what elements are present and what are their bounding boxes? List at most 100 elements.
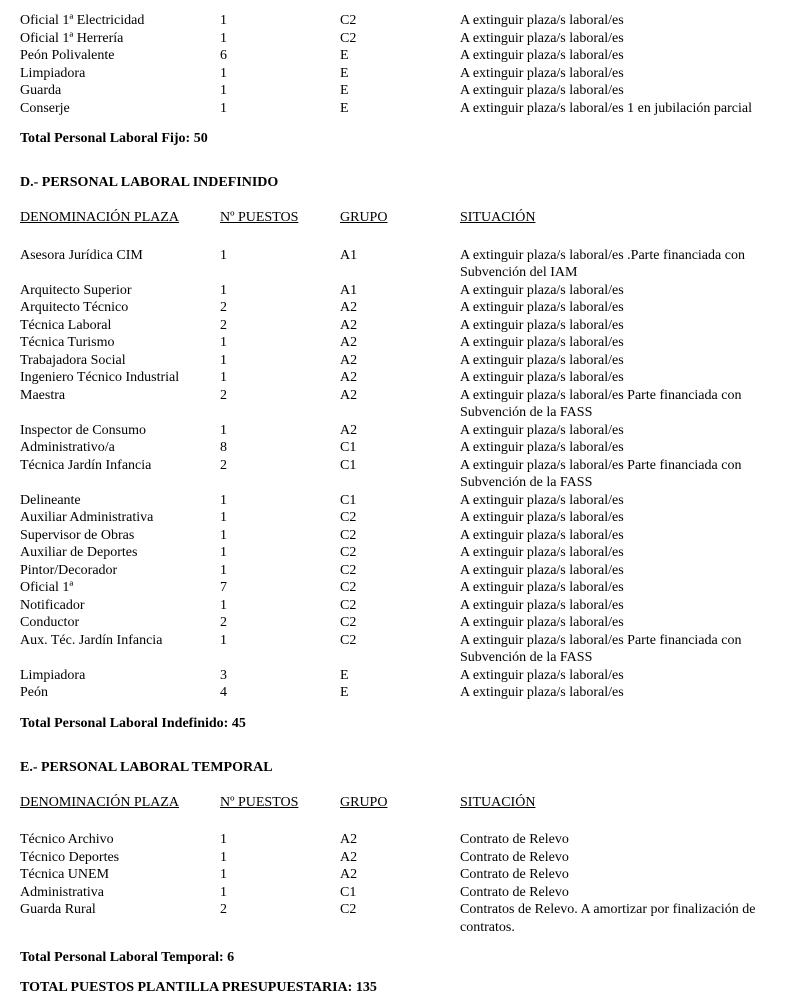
cell-denom: Ingeniero Técnico Industrial [20,369,220,387]
cell-grupo: C2 [340,579,460,597]
cell-grupo: E [340,47,460,65]
table-row: Técnico Deportes1A2Contrato de Relevo [20,849,779,867]
cell-num: 2 [220,299,340,317]
cell-grupo: C2 [340,12,460,30]
cell-denom: Guarda Rural [20,901,220,936]
cell-denom: Técnico Deportes [20,849,220,867]
cell-num: 1 [220,82,340,100]
cell-num: 4 [220,684,340,702]
cell-grupo: E [340,82,460,100]
cell-num: 1 [220,831,340,849]
cell-sit: A extinguir plaza/s laboral/es [460,614,779,632]
table-row: Notificador1C2A extinguir plaza/s labora… [20,597,779,615]
cell-grupo: C2 [340,509,460,527]
cell-denom: Oficial 1ª Electricidad [20,12,220,30]
table-row: Administrativo/a8C1A extinguir plaza/s l… [20,439,779,457]
header-denom: DENOMINACIÓN PLAZA [20,794,220,818]
cell-sit: Contratos de Relevo. A amortizar por fin… [460,901,779,936]
cell-grupo: A2 [340,317,460,335]
cell-sit: A extinguir plaza/s laboral/es Parte fin… [460,387,779,422]
header-grupo: GRUPO [340,209,460,233]
cell-sit: A extinguir plaza/s laboral/es [460,439,779,457]
cell-denom: Asesora Jurídica CIM [20,247,220,282]
cell-sit: A extinguir plaza/s laboral/es [460,12,779,30]
cell-grupo: A1 [340,282,460,300]
cell-grupo: E [340,667,460,685]
cell-sit: Contrato de Relevo [460,831,779,849]
cell-grupo: C1 [340,884,460,902]
cell-sit: A extinguir plaza/s laboral/es Parte fin… [460,457,779,492]
cell-num: 1 [220,597,340,615]
cell-denom: Maestra [20,387,220,422]
cell-grupo: C2 [340,901,460,936]
table-row: Asesora Jurídica CIM1A1A extinguir plaza… [20,247,779,282]
cell-denom: Aux. Téc. Jardín Infancia [20,632,220,667]
table-row: Aux. Téc. Jardín Infancia1C2A extinguir … [20,632,779,667]
cell-sit: A extinguir plaza/s laboral/es [460,597,779,615]
cell-grupo: C2 [340,527,460,545]
cell-num: 1 [220,352,340,370]
cell-denom: Supervisor de Obras [20,527,220,545]
cell-num: 1 [220,247,340,282]
cell-denom: Oficial 1ª [20,579,220,597]
table-row: Limpiadora1EA extinguir plaza/s laboral/… [20,65,779,83]
cell-denom: Delineante [20,492,220,510]
cell-denom: Pintor/Decorador [20,562,220,580]
table-row: Técnica Laboral2A2A extinguir plaza/s la… [20,317,779,335]
cell-grupo: C1 [340,457,460,492]
cell-denom: Limpiadora [20,667,220,685]
cell-denom: Técnica UNEM [20,866,220,884]
cell-num: 1 [220,282,340,300]
cell-num: 1 [220,632,340,667]
cell-num: 6 [220,47,340,65]
cell-num: 2 [220,457,340,492]
cell-num: 1 [220,12,340,30]
cell-grupo: A2 [340,299,460,317]
cell-sit: A extinguir plaza/s laboral/es [460,684,779,702]
cell-num: 1 [220,100,340,118]
header-sit: SITUACIÓN [460,209,779,233]
total-temporal: Total Personal Laboral Temporal: 6 [20,950,779,966]
table-row: Delineante1C1A extinguir plaza/s laboral… [20,492,779,510]
cell-grupo: A2 [340,369,460,387]
cell-denom: Peón [20,684,220,702]
cell-grupo: A1 [340,247,460,282]
cell-sit: A extinguir plaza/s laboral/es [460,82,779,100]
cell-denom: Auxiliar de Deportes [20,544,220,562]
cell-sit: A extinguir plaza/s laboral/es Parte fin… [460,632,779,667]
table-row: Técnica UNEM1A2Contrato de Relevo [20,866,779,884]
cell-sit: A extinguir plaza/s laboral/es [460,30,779,48]
table-row: Técnica Jardín Infancia2C1A extinguir pl… [20,457,779,492]
header-num: Nº PUESTOS [220,794,340,818]
cell-denom: Peón Polivalente [20,47,220,65]
grand-total: TOTAL PUESTOS PLANTILLA PRESUPUESTARIA: … [20,980,779,996]
cell-grupo: A2 [340,831,460,849]
total-indefinido: Total Personal Laboral Indefinido: 45 [20,716,779,732]
cell-denom: Guarda [20,82,220,100]
cell-denom: Arquitecto Superior [20,282,220,300]
table-row: Auxiliar de Deportes1C2A extinguir plaza… [20,544,779,562]
table-row: Limpiadora3EA extinguir plaza/s laboral/… [20,667,779,685]
cell-denom: Técnica Jardín Infancia [20,457,220,492]
cell-grupo: E [340,684,460,702]
cell-sit: A extinguir plaza/s laboral/es [460,47,779,65]
cell-num: 2 [220,901,340,936]
table-section-e: DENOMINACIÓN PLAZA Nº PUESTOS GRUPO SITU… [20,794,779,937]
cell-sit: A extinguir plaza/s laboral/es [460,282,779,300]
table-header-row: DENOMINACIÓN PLAZA Nº PUESTOS GRUPO SITU… [20,794,779,818]
cell-num: 2 [220,614,340,632]
cell-num: 1 [220,30,340,48]
cell-num: 3 [220,667,340,685]
cell-denom: Notificador [20,597,220,615]
cell-denom: Inspector de Consumo [20,422,220,440]
cell-num: 1 [220,369,340,387]
table-row: Supervisor de Obras1C2A extinguir plaza/… [20,527,779,545]
table-row: Arquitecto Superior1A1A extinguir plaza/… [20,282,779,300]
cell-num: 1 [220,492,340,510]
cell-num: 1 [220,562,340,580]
header-sit: SITUACIÓN [460,794,779,818]
table-row: Conserje1EA extinguir plaza/s laboral/es… [20,100,779,118]
table-row: Oficial 1ª Electricidad1C2A extinguir pl… [20,12,779,30]
cell-denom: Limpiadora [20,65,220,83]
table-row: Maestra2A2A extinguir plaza/s laboral/es… [20,387,779,422]
